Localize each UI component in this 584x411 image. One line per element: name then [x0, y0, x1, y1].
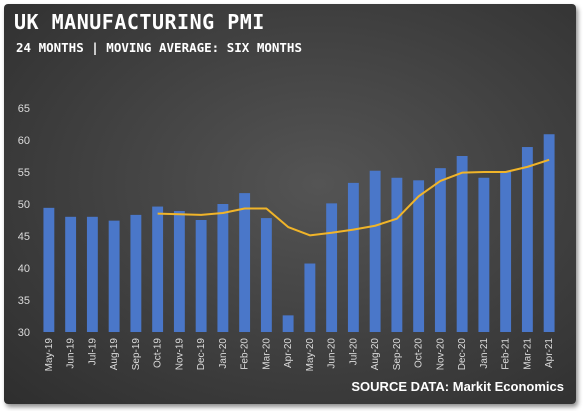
bar — [521, 147, 533, 332]
chart-card: UK MANUFACTURING PMI 24 MONTHS | MOVING … — [4, 4, 576, 404]
y-tick-label: 40 — [18, 263, 30, 275]
bar — [369, 170, 381, 332]
x-tick-label: Jun-19 — [66, 338, 77, 369]
x-tick-label: Oct-20 — [414, 338, 425, 368]
bar — [65, 216, 77, 332]
x-tick-label: Apr-20 — [283, 338, 294, 368]
bar — [130, 214, 142, 332]
bar — [152, 206, 164, 332]
bar — [173, 211, 185, 332]
pmi-chart: 30 35 40 45 50 55 60 65 May-19 Jun-19 Jul-19 Aug-19… — [18, 103, 555, 372]
x-tick-label: Feb-21 — [501, 338, 512, 370]
bar — [282, 315, 294, 332]
bar — [434, 168, 446, 332]
y-tick-label: 55 — [18, 167, 30, 179]
x-tick-label: Jun-20 — [327, 338, 338, 369]
bar — [304, 263, 316, 332]
x-tick-label: Sep-20 — [392, 338, 403, 371]
y-tick-label: 45 — [18, 231, 30, 243]
x-tick-label: Mar-21 — [522, 338, 533, 370]
bar — [478, 177, 490, 332]
bar — [108, 220, 120, 332]
x-tick-label: Jan-21 — [479, 338, 490, 369]
bar — [217, 204, 229, 332]
bar — [86, 216, 98, 332]
bar — [456, 156, 468, 332]
x-tick-label: Sep-19 — [131, 338, 142, 371]
y-tick-label: 60 — [18, 135, 30, 147]
x-tick-label: Apr-21 — [544, 338, 555, 368]
bar — [239, 193, 251, 332]
y-tick-label: 50 — [18, 199, 30, 211]
x-tick-label: May-19 — [44, 338, 55, 372]
x-tick-label: Dec-19 — [196, 338, 207, 371]
bar — [43, 207, 55, 332]
y-tick-label: 30 — [18, 327, 30, 339]
x-tick-label: Nov-20 — [435, 338, 446, 371]
bar — [391, 177, 403, 332]
y-tick-label: 35 — [18, 295, 30, 307]
source-note: SOURCE DATA: Markit Economics — [351, 379, 564, 394]
bar — [500, 171, 512, 332]
x-tick-label: Jul-20 — [348, 338, 359, 366]
x-tick-label: May-20 — [305, 338, 316, 372]
x-tick-label: Feb-20 — [240, 338, 251, 370]
bar — [543, 134, 555, 332]
x-tick-label: Oct-19 — [153, 338, 164, 368]
chart-title: UK MANUFACTURING PMI — [14, 10, 265, 34]
bar — [260, 218, 272, 332]
x-tick-label: Dec-20 — [457, 338, 468, 371]
y-tick-label: 65 — [18, 103, 30, 115]
x-tick-label: Jul-19 — [87, 338, 98, 366]
x-tick-label: Aug-20 — [370, 338, 381, 371]
x-tick-label: Jan-20 — [218, 338, 229, 369]
moving-average-line — [157, 158, 550, 237]
x-tick-label: Aug-19 — [109, 338, 120, 371]
bar — [195, 220, 207, 332]
bar — [326, 203, 338, 332]
bar — [347, 182, 359, 332]
chart-subtitle: 24 MONTHS | MOVING AVERAGE: SIX MONTHS — [16, 40, 302, 55]
x-tick-label: Nov-19 — [174, 338, 185, 371]
x-tick-label: Mar-20 — [261, 338, 272, 370]
bar — [413, 180, 425, 332]
